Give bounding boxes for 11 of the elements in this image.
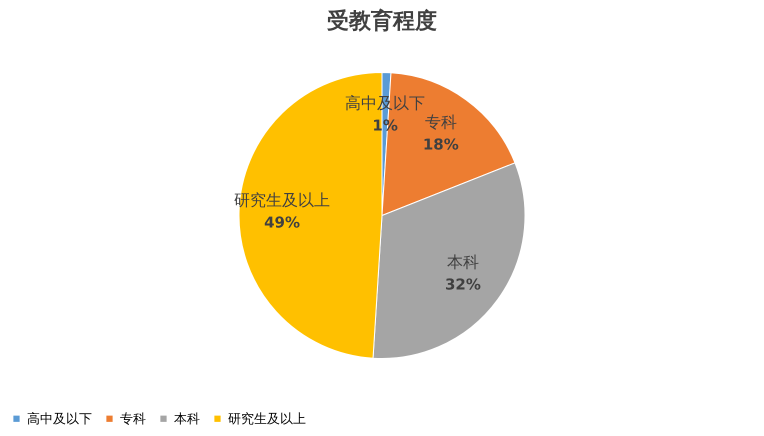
data-label: 49%: [264, 213, 300, 232]
data-label: 32%: [444, 275, 481, 294]
legend-label: 专科: [120, 412, 146, 427]
legend-label: 本科: [174, 412, 200, 427]
slice-label: 本科: [446, 252, 479, 272]
legend-label: 高中及以下: [27, 410, 92, 427]
data-label: 18%: [422, 136, 459, 154]
slice-label: 高中及以下: [345, 94, 426, 113]
chart-title: 受教育程度: [327, 8, 437, 34]
legend-label: 研究生及以上: [228, 412, 306, 427]
slice-label: 专科: [424, 112, 457, 132]
